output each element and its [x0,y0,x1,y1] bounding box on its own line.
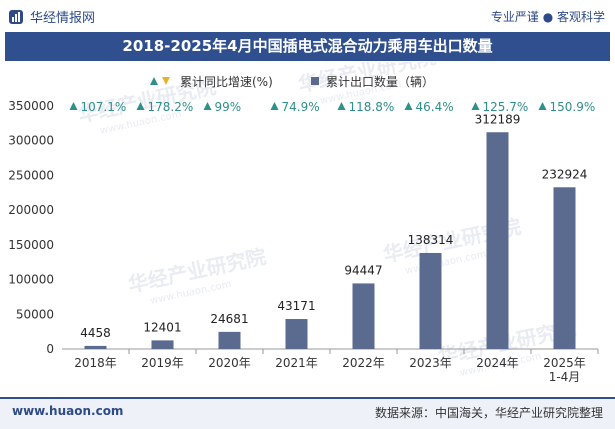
bar [486,132,509,349]
legend-growth-label: 累计同比增速(%) [180,75,273,89]
growth-value-label: 74.9% [282,100,320,114]
legend-up-triangle-icon [150,77,158,85]
brand: 华经情报网 [8,7,95,26]
growth-up-arrow-icon [69,102,78,110]
bar-value-label: 43171 [277,299,315,313]
y-tick-label: 300000 [8,134,54,148]
y-tick-label: 50000 [16,307,54,321]
top-bar: 华经情报网 专业严谨 ● 客观科学 [0,0,615,32]
x-tick-label: 1-4月 [549,370,581,384]
bar-value-label: 12401 [143,320,181,334]
x-tick-label: 2025年 [543,356,586,370]
growth-value-label: 125.7% [483,100,529,114]
growth-value-label: 46.4% [416,100,454,114]
growth-value-label: 178.2% [148,100,194,114]
bar-value-label: 24681 [210,312,248,326]
growth-up-arrow-icon [471,102,480,110]
bar [553,187,576,349]
growth-up-arrow-icon [136,102,145,110]
bar [218,331,241,349]
growth-up-arrow-icon [404,102,413,110]
bar [419,252,442,349]
x-tick-label: 2018年 [74,356,117,370]
growth-value-label: 99% [215,100,242,114]
x-tick-label: 2021年 [275,356,318,370]
bar-value-label: 94447 [344,263,382,277]
legend-series-label: 累计出口数量（辆） [326,74,434,89]
x-tick-label: 2023年 [409,356,452,370]
bar-value-label: 4458 [80,326,111,340]
bar-chart: 华经产业研究院www.huaon.com华经产业研究院www.huaon.com… [8,62,599,384]
y-tick-label: 100000 [8,273,54,287]
footer: www.huaon.com 数据来源：中国海关，华经产业研究院整理 [0,397,615,429]
slogan: 专业严谨 ● 客观科学 [490,10,605,24]
brand-name: 华经情报网 [30,11,96,26]
x-tick-label: 2022年 [342,356,385,370]
y-tick-label: 350000 [8,99,54,113]
bar-value-label: 232924 [542,167,588,181]
growth-value-label: 107.1% [81,100,127,114]
growth-up-arrow-icon [337,102,346,110]
x-tick-label: 2020年 [208,356,251,370]
growth-up-arrow-icon [538,102,547,110]
growth-up-arrow-icon [203,102,212,110]
x-tick-label: 2019年 [141,356,184,370]
bar [151,340,174,349]
y-tick-label: 200000 [8,203,54,217]
legend-down-triangle-icon [162,77,170,85]
bar-value-label: 312189 [475,112,521,126]
growth-value-label: 150.9% [550,100,596,114]
y-tick-label: 150000 [8,238,54,252]
growth-up-arrow-icon [270,102,279,110]
chart-title: 2018-2025年4月中国插电式混合动力乘用车出口数量 [5,32,610,61]
bar [84,345,107,349]
y-tick-label: 250000 [8,168,54,182]
bar [285,319,308,349]
footer-source: 数据来源：中国海关，华经产业研究院整理 [374,406,603,420]
footer-website: www.huaon.com [12,404,124,418]
bar [352,283,375,349]
x-tick-label: 2024年 [476,356,519,370]
growth-value-label: 118.8% [349,100,395,114]
legend-bar-swatch [311,77,319,85]
brand-logo-icon [9,9,23,24]
bar-value-label: 138314 [408,233,454,247]
y-tick-label: 0 [46,342,54,356]
